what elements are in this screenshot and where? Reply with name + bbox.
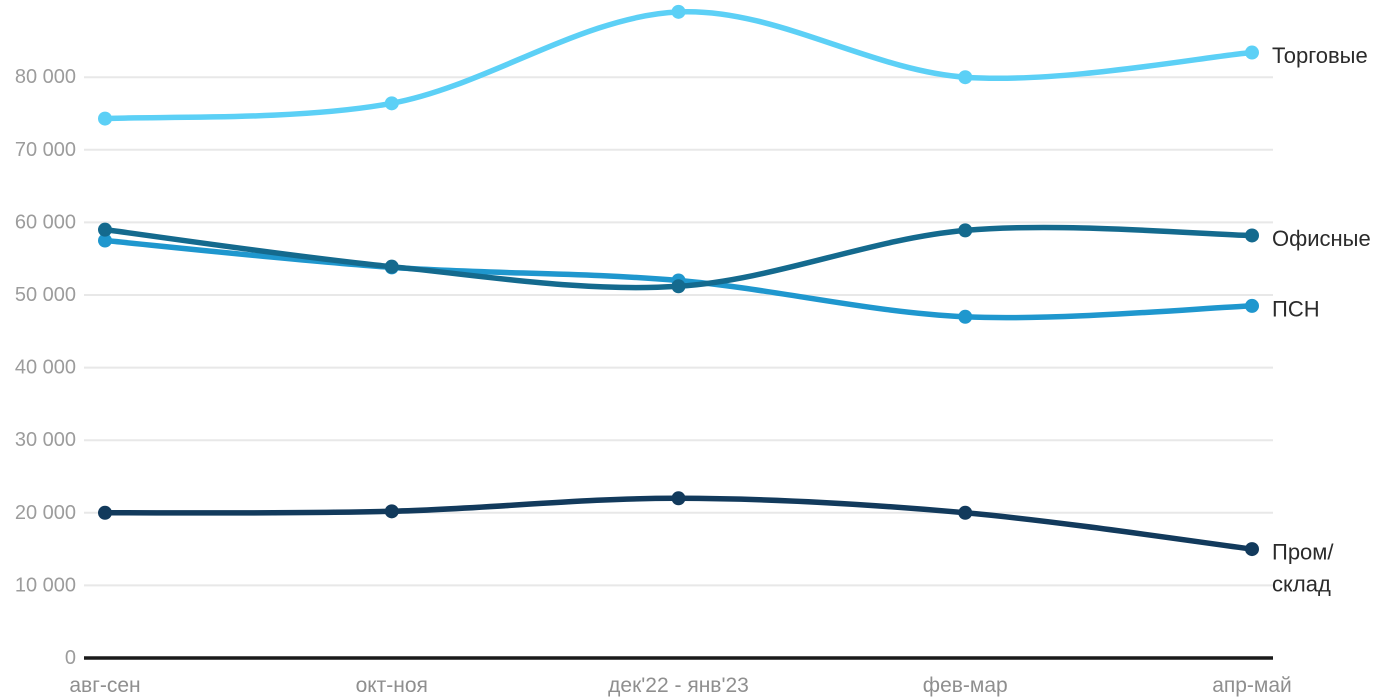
series-label-торговые: Торговые xyxy=(1272,43,1368,68)
series-label-офисные: Офисные xyxy=(1272,226,1371,251)
y-axis-tick-label: 80 000 xyxy=(15,66,76,88)
series-line-пром-склад xyxy=(102,495,1255,552)
data-point-офисные[interactable] xyxy=(958,223,973,238)
data-point-пром-склад[interactable] xyxy=(98,505,112,520)
x-axis-tick-label: дек'22 - янв'23 xyxy=(608,674,749,697)
data-point-торговые[interactable] xyxy=(1245,45,1259,60)
y-axis-tick-label: 30 000 xyxy=(15,429,76,451)
y-axis-tick-label: 20 000 xyxy=(15,502,76,524)
data-point-пром-склад[interactable] xyxy=(958,505,973,520)
data-point-псн[interactable] xyxy=(1245,298,1259,313)
y-axis-tick-label: 0 xyxy=(65,647,76,669)
y-axis-tick-label: 70 000 xyxy=(15,139,76,161)
data-point-торговые[interactable] xyxy=(98,111,112,126)
data-point-офисные[interactable] xyxy=(98,222,112,237)
series-line-торговые xyxy=(102,9,1255,122)
y-axis-tick-label: 40 000 xyxy=(15,357,76,379)
data-point-офисные[interactable] xyxy=(671,279,686,294)
x-axis-tick-label: авг-сен xyxy=(69,674,140,697)
data-point-пром-склад[interactable] xyxy=(1245,542,1259,557)
series-label-пром-склад: склад xyxy=(1272,572,1331,597)
data-point-пром-склад[interactable] xyxy=(384,504,399,519)
data-point-псн[interactable] xyxy=(98,233,112,248)
x-axis-tick-label: фев-мар xyxy=(923,674,1008,697)
data-point-торговые[interactable] xyxy=(384,96,399,111)
data-point-торговые[interactable] xyxy=(671,4,686,19)
series-label-псн: ПСН xyxy=(1272,296,1320,321)
data-point-офисные[interactable] xyxy=(1245,228,1259,243)
data-point-псн[interactable] xyxy=(958,309,973,324)
data-point-торговые[interactable] xyxy=(958,70,973,85)
y-axis-tick-label: 60 000 xyxy=(15,211,76,233)
data-point-офисные[interactable] xyxy=(384,259,399,274)
data-point-пром-склад[interactable] xyxy=(671,491,686,506)
series-label-пром-склад: Пром/ xyxy=(1272,540,1334,565)
y-axis-tick-label: 50 000 xyxy=(15,284,76,306)
y-axis-tick-label: 10 000 xyxy=(15,574,76,596)
x-axis-tick-label: апр-май xyxy=(1212,674,1292,697)
x-axis-tick-label: окт-ноя xyxy=(356,674,428,697)
